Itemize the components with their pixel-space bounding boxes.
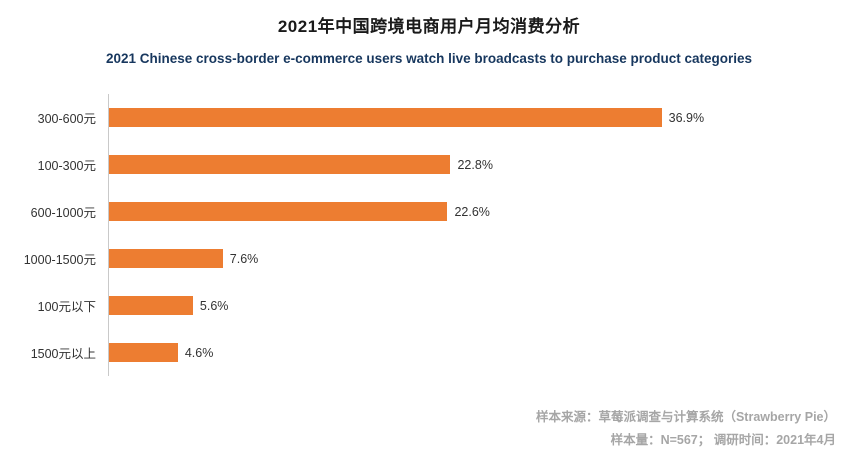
category-label: 100元以下 <box>37 300 96 314</box>
bar <box>109 155 451 174</box>
bar-track: 4.6% <box>108 329 768 376</box>
bar-row: 600-1000元 22.6% <box>20 188 838 235</box>
value-label: 5.6% <box>199 298 229 313</box>
value-label: 36.9% <box>668 110 705 125</box>
bar <box>109 249 223 268</box>
value-label: 7.6% <box>229 251 259 266</box>
category-label: 300-600元 <box>37 112 96 126</box>
category-label: 1500元以上 <box>30 347 96 361</box>
value-label: 4.6% <box>184 345 214 360</box>
chart-subtitle: 2021 Chinese cross-border e-commerce use… <box>106 51 752 66</box>
bar-track: 7.6% <box>108 235 768 282</box>
category-label: 1000-1500元 <box>23 253 96 267</box>
bar-row: 1000-1500元 7.6% <box>20 235 838 282</box>
bar-track: 22.8% <box>108 141 768 188</box>
bar-track: 22.6% <box>108 188 768 235</box>
sample-note: 样本量：N=567； 调研时间：2021年4月 <box>610 432 836 447</box>
bar <box>109 343 178 362</box>
value-label: 22.8% <box>457 157 493 172</box>
chart-title: 2021年中国跨境电商用户月均消费分析 <box>277 17 581 36</box>
category-label: 100-300元 <box>37 159 96 173</box>
source-note: 样本来源：草莓派调查与计算系统（Strawberry Pie） <box>535 409 836 424</box>
category-label: 600-1000元 <box>30 206 96 220</box>
bar-row: 100元以下 5.6% <box>20 282 838 329</box>
bar-row: 300-600元 36.9% <box>20 94 838 141</box>
bar <box>109 108 662 127</box>
bar-rows: 300-600元 36.9% 100-300元 22.8% 600-1000元 22.6%… <box>20 94 838 376</box>
chart-footer: 样本来源：草莓派调查与计算系统（Strawberry Pie） 样本量：N=56… <box>536 406 836 452</box>
bar <box>109 202 448 221</box>
bar-row: 100-300元 22.8% <box>20 141 838 188</box>
bar-row: 1500元以上 4.6% <box>20 329 838 376</box>
value-label: 22.6% <box>454 204 490 219</box>
bar <box>109 296 193 315</box>
bar-chart: 300-600元 36.9% 100-300元 22.8% 600-1000元 22.6%… <box>0 94 858 376</box>
bar-track: 5.6% <box>108 282 768 329</box>
bar-track: 36.9% <box>108 94 768 141</box>
